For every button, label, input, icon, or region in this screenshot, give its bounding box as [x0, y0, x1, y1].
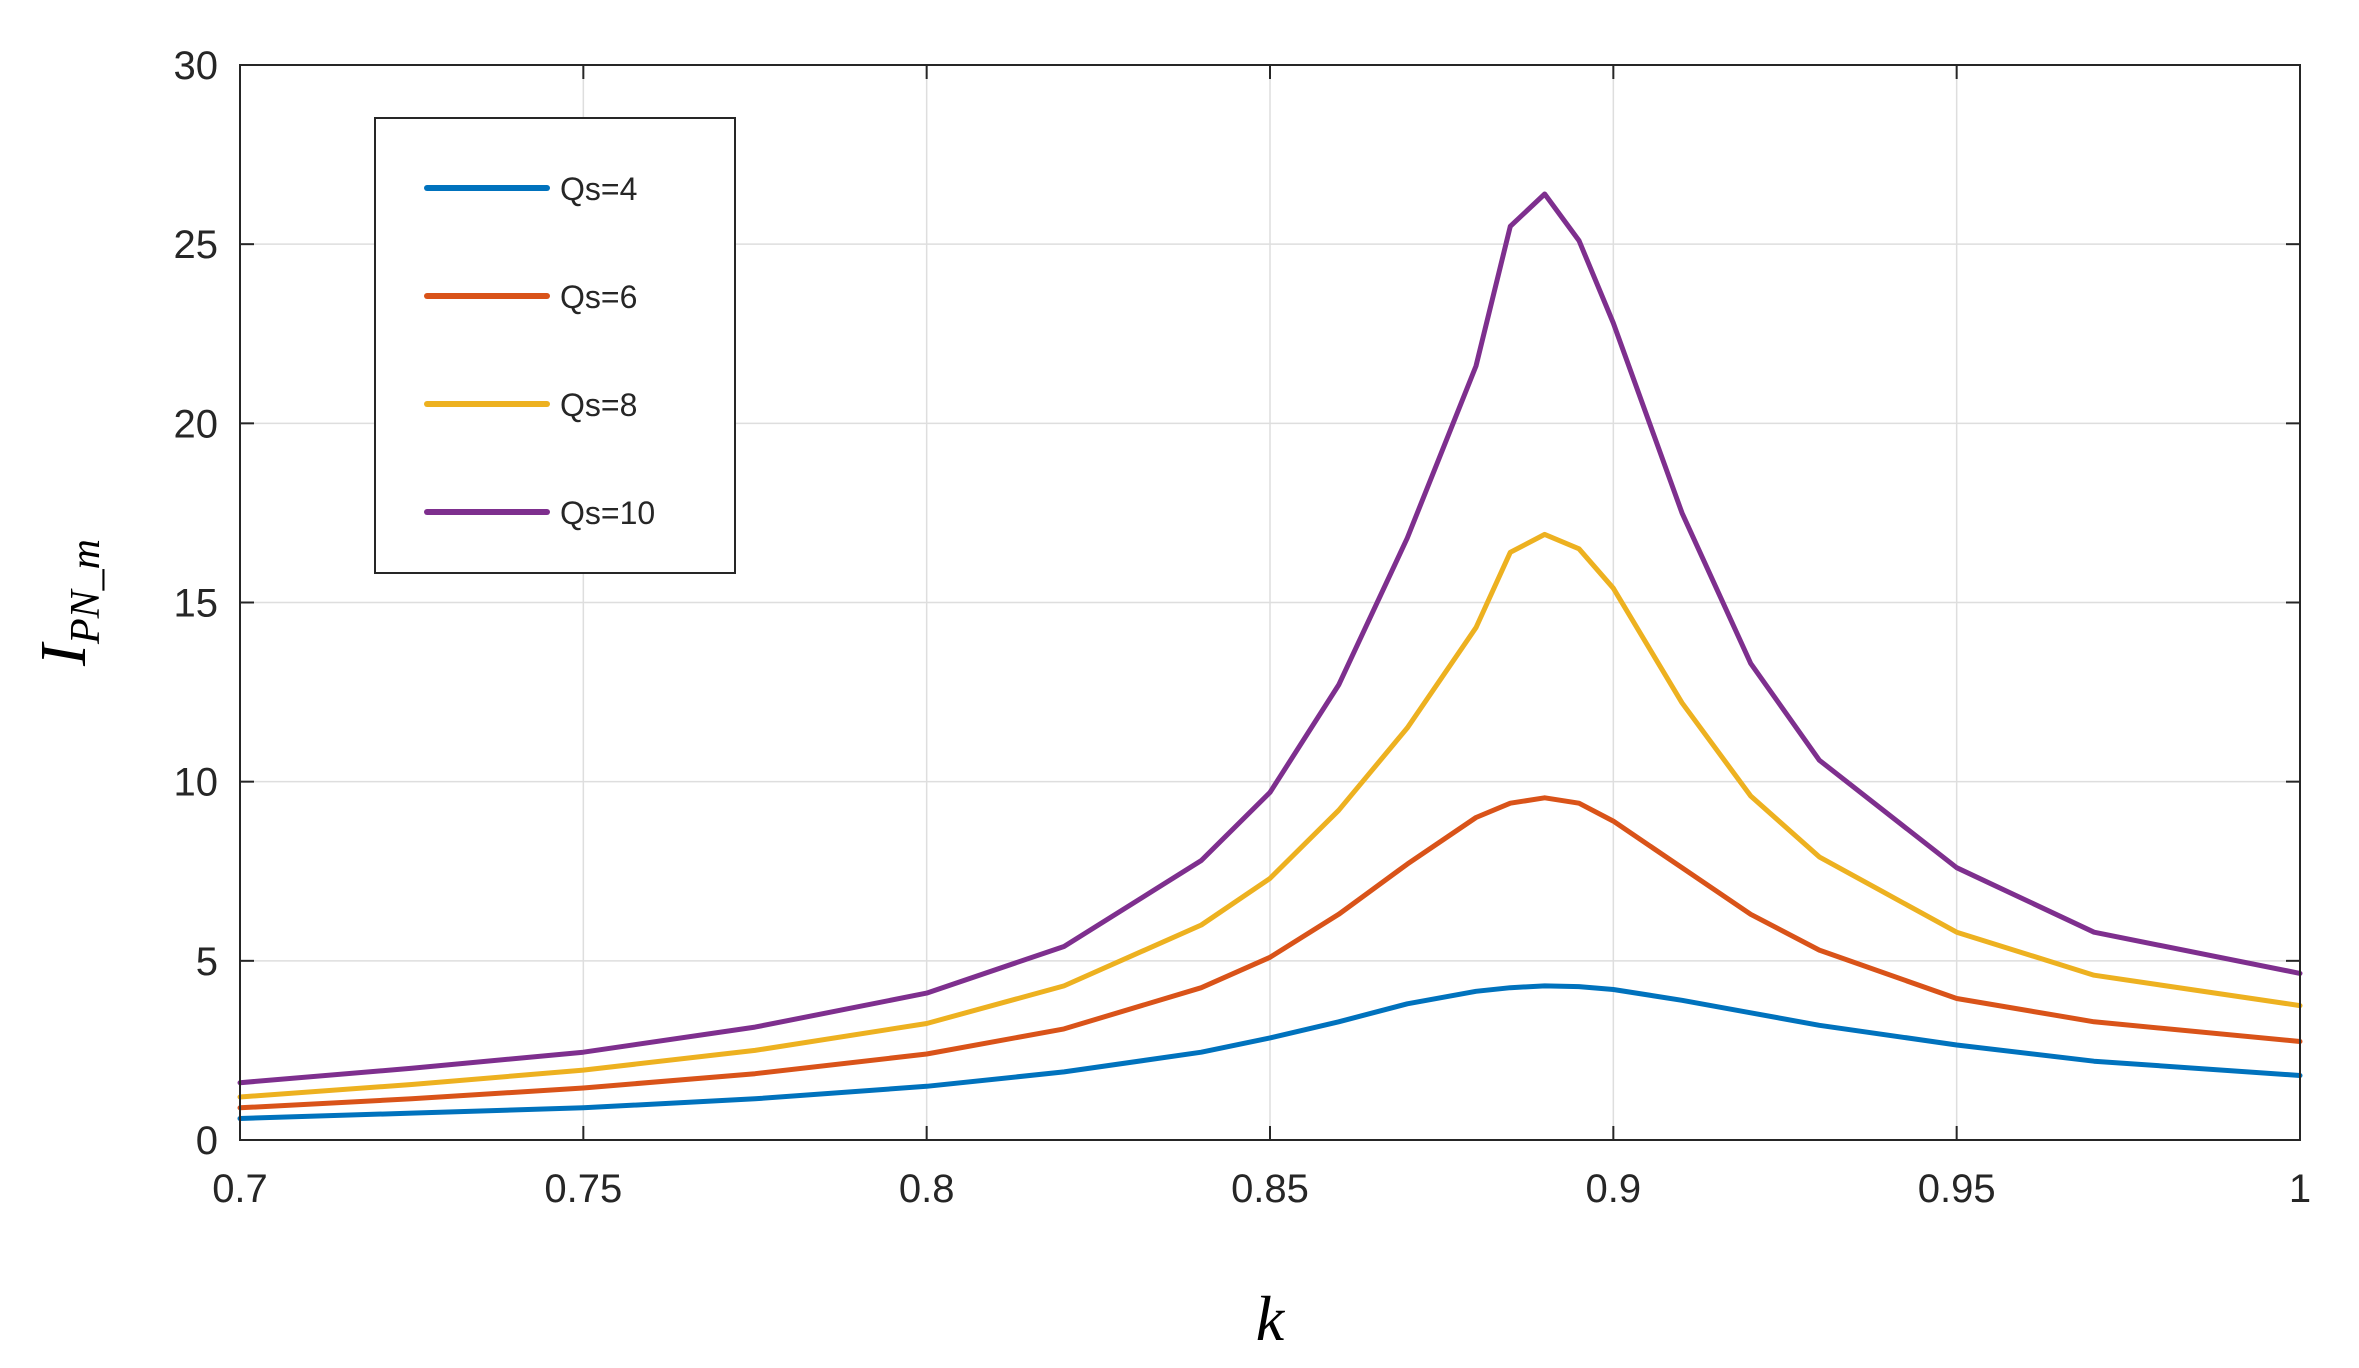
x-tick-label: 0.8 [899, 1167, 955, 1211]
x-tick-label: 0.7 [212, 1167, 268, 1211]
y-tick-label: 15 [174, 582, 219, 626]
y-axis-label-subscript: PN_m [63, 539, 109, 645]
x-tick-label: 0.95 [1918, 1167, 1996, 1211]
legend-label: Qs=10 [560, 495, 655, 531]
series-line-3 [237, 531, 2303, 1100]
x-tick-label: 0.85 [1231, 1167, 1309, 1211]
y-tick-label: 20 [174, 402, 219, 446]
legend: Qs=4 Qs=6 Qs=8 Qs=10 [374, 117, 736, 574]
y-axis-label-main: I [27, 641, 100, 667]
series-line-2 [237, 795, 2303, 1111]
y-tick-label: 30 [174, 44, 219, 88]
legend-box [374, 117, 736, 574]
legend-label: Qs=6 [560, 279, 637, 315]
y-tick-label: 10 [174, 761, 219, 805]
x-tick-label: 1 [2289, 1167, 2311, 1211]
y-tick-label: 25 [174, 223, 219, 267]
series-lines [237, 191, 2303, 1121]
x-axis-label: k [1256, 1283, 1286, 1354]
legend-label: Qs=8 [560, 387, 637, 423]
y-tick-label: 0 [196, 1119, 218, 1163]
y-axis-label: IPN_m [27, 539, 109, 667]
series-line-4 [237, 191, 2303, 1086]
x-tick-label: 0.9 [1586, 1167, 1642, 1211]
x-tick-label: 0.75 [544, 1167, 622, 1211]
series-line-1 [237, 983, 2303, 1121]
legend-label: Qs=4 [560, 171, 637, 207]
y-tick-label: 5 [196, 940, 218, 984]
